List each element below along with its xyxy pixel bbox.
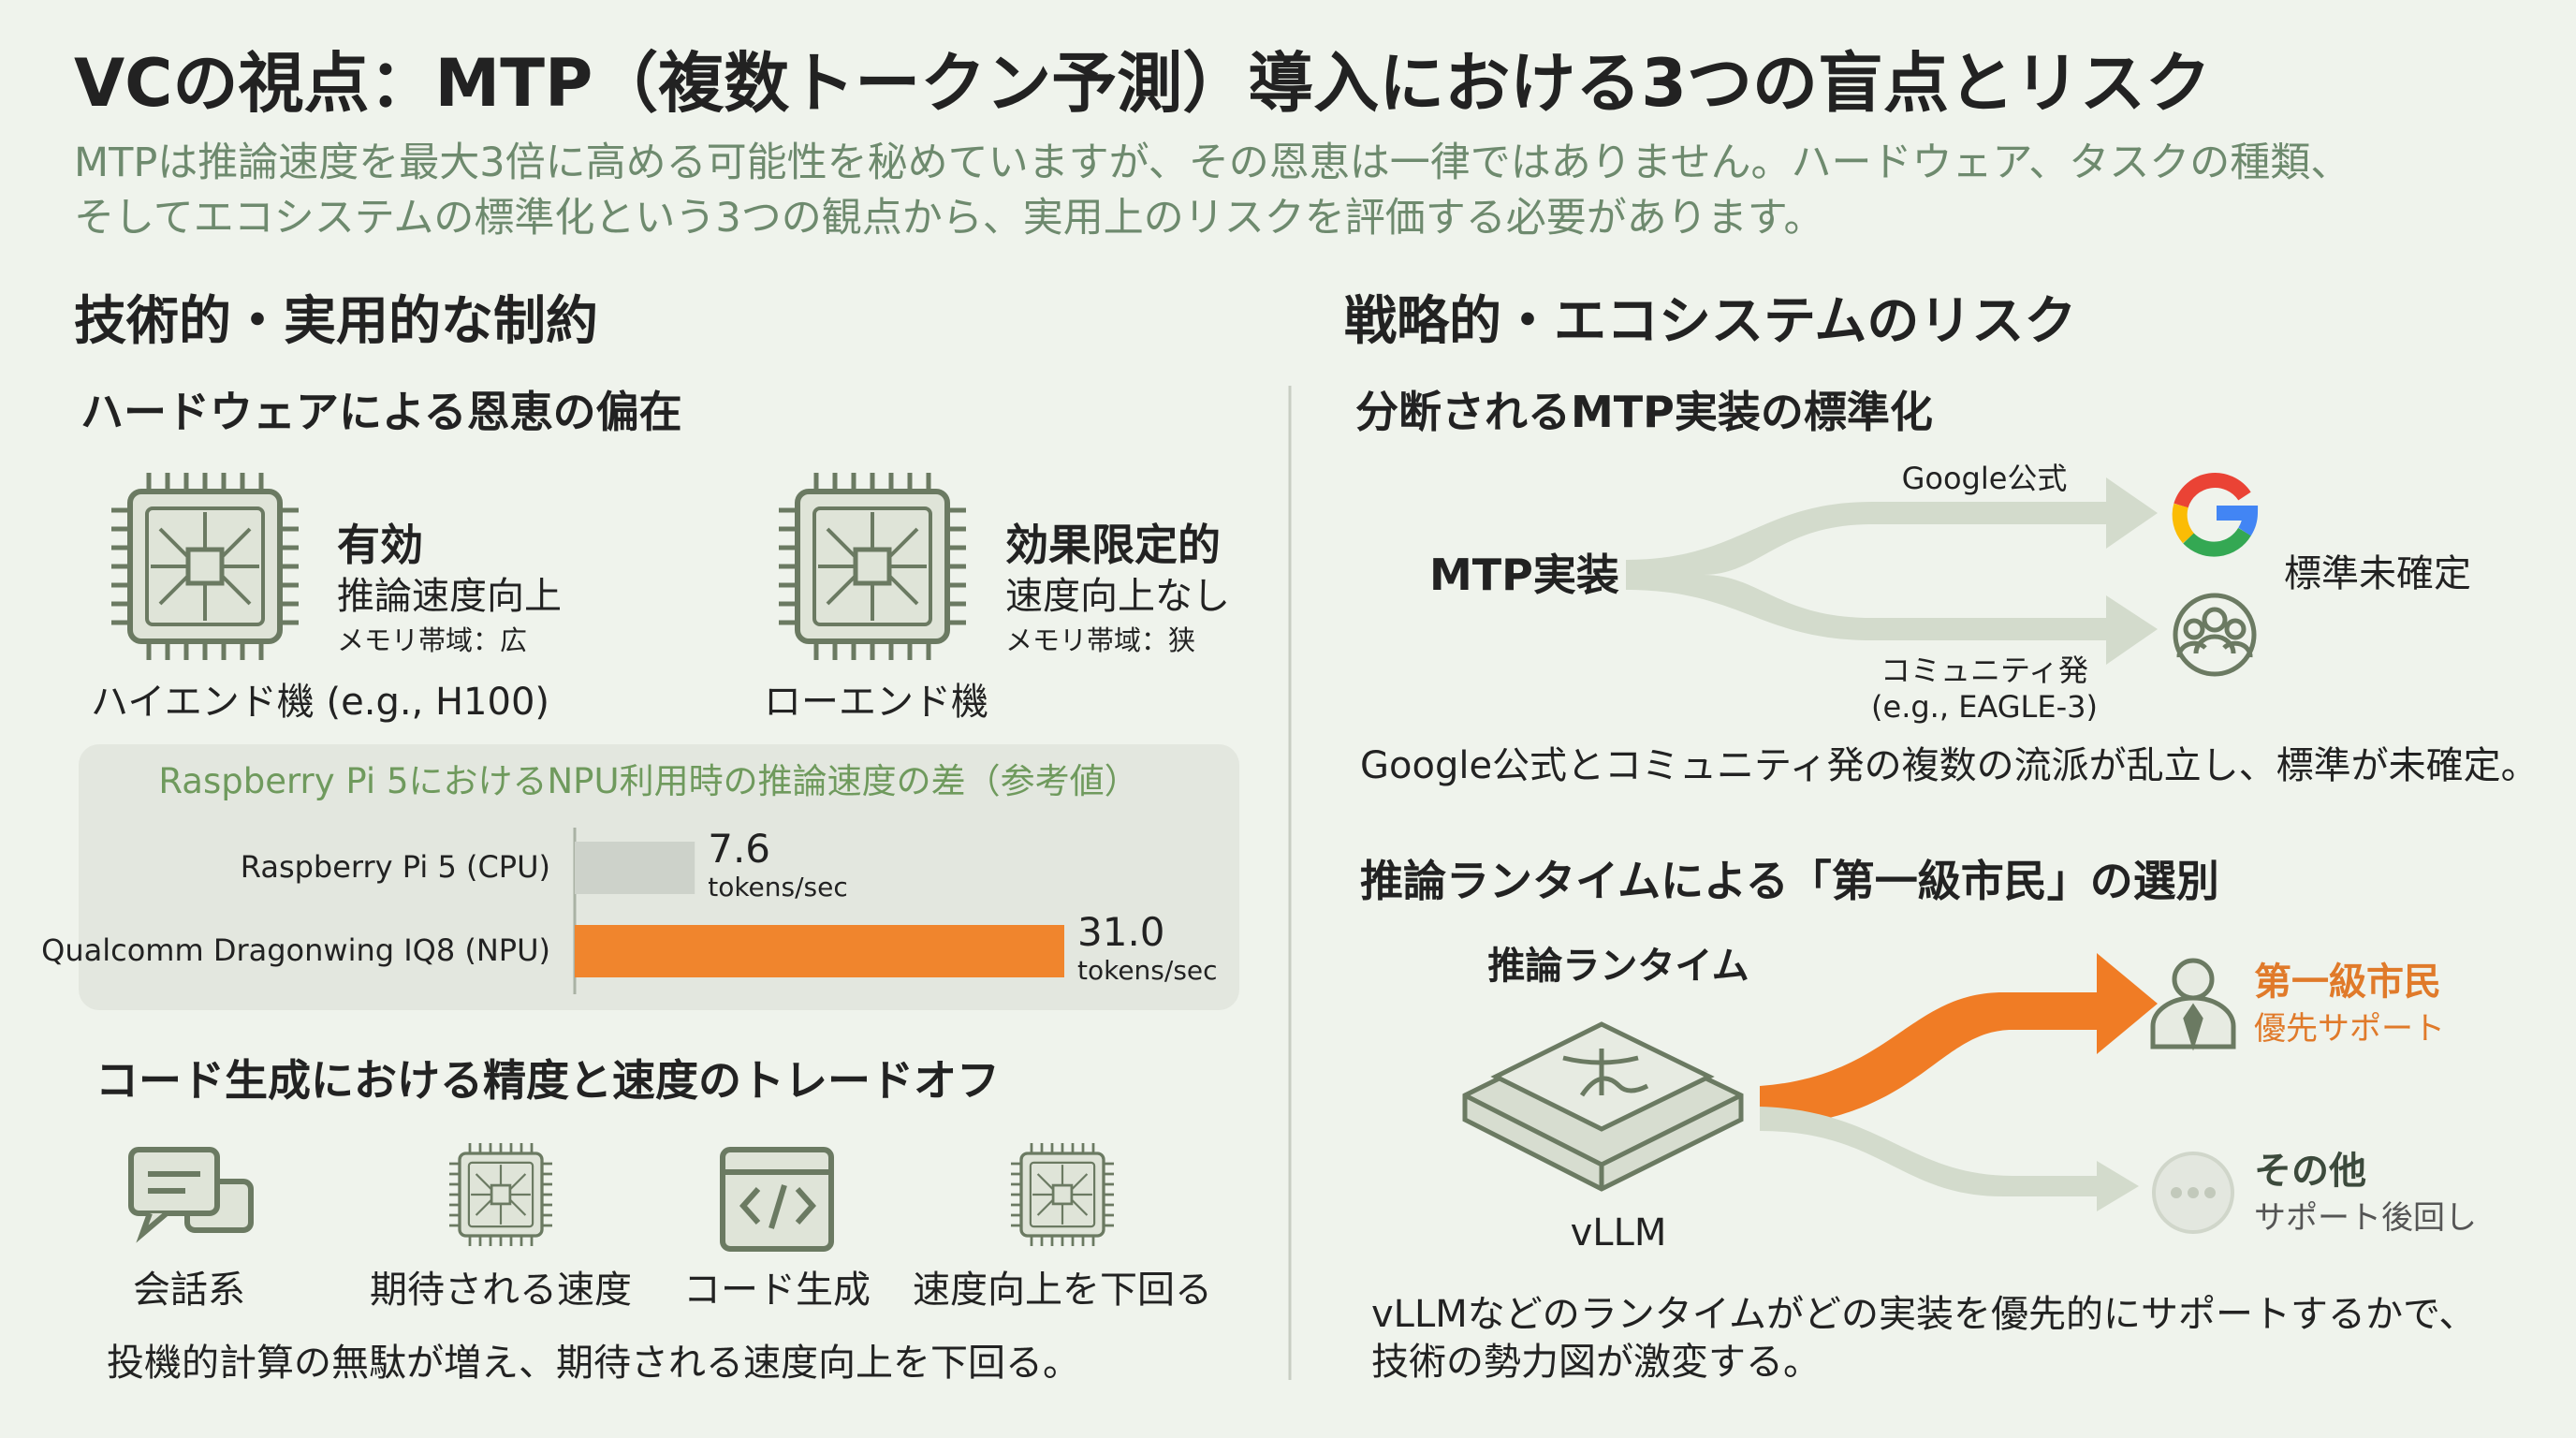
unit-label: tokens/sec bbox=[708, 872, 848, 902]
step-label: 会話系 bbox=[133, 1269, 245, 1312]
runtime-name: vLLM bbox=[1571, 1211, 1667, 1255]
caption: Google公式とコミュニティ発の複数の流派が乱立し、標準が未確定。 bbox=[1360, 744, 2539, 787]
step-label: 速度向上を下回る bbox=[913, 1269, 1212, 1312]
status: 有効 bbox=[337, 520, 423, 570]
label: ハイエンド機 (e.g., H100) bbox=[91, 681, 549, 724]
detail: メモリ帯域：広 bbox=[337, 624, 527, 656]
detail: メモリ帯域：狭 bbox=[1005, 624, 1195, 656]
tier-sub: サポート後回し bbox=[2254, 1199, 2477, 1237]
chip-icon bbox=[779, 473, 966, 660]
label: ローエンド機 bbox=[764, 681, 988, 724]
status: 効果限定的 bbox=[1005, 520, 1221, 570]
chat-icon bbox=[128, 1147, 254, 1243]
chip-icon bbox=[447, 1141, 554, 1248]
chip-icon bbox=[111, 473, 299, 660]
detail: 推論速度向上 bbox=[337, 575, 562, 618]
subtitle: そしてエコシステムの標準化という3つの観点から、実用上のリスクを評価する必要があ… bbox=[74, 195, 1823, 242]
branch-label: (e.g., EAGLE-3) bbox=[1871, 689, 2098, 725]
value-label: 31.0 bbox=[1077, 909, 1165, 955]
other-icon bbox=[2152, 1152, 2234, 1234]
orange-arrow bbox=[1760, 953, 2158, 1127]
google-icon bbox=[2172, 473, 2259, 557]
chart-title: Raspberry Pi 5におけるNPU利用時の推論速度の差（参考値） bbox=[158, 761, 1138, 801]
section-heading: 戦略的・エコシステムのリスク bbox=[1344, 291, 2076, 352]
runtime-icon bbox=[1462, 1021, 1744, 1192]
section-heading: 技術的・実用的な制約 bbox=[74, 291, 598, 352]
subheading: 推論ランタイムによる「第一級市民」の選別 bbox=[1360, 856, 2219, 906]
subheading: コード生成における精度と速度のトレードオフ bbox=[95, 1055, 1000, 1106]
caption: 投機的計算の無駄が増え、期待される速度向上を下回る。 bbox=[107, 1342, 1080, 1385]
detail: 速度向上なし bbox=[1005, 575, 1230, 618]
gray-arrow bbox=[1760, 1107, 2139, 1211]
unit-label: tokens/sec bbox=[1077, 955, 1218, 986]
bar-label: Raspberry Pi 5 (CPU) bbox=[241, 849, 550, 885]
tier-title: その他 bbox=[2254, 1150, 2366, 1193]
caption: 技術の勢力図が激変する。 bbox=[1371, 1341, 1821, 1384]
bar bbox=[575, 842, 695, 894]
branch-label: コミュニティ発 bbox=[1881, 653, 2088, 688]
title: VCの視点：MTP（複数トークン予測）導入における3つの盲点とリスク bbox=[74, 45, 2211, 122]
subtitle: MTPは推論速度を最大3倍に高める可能性を秘めていますが、その恩恵は一律ではあり… bbox=[74, 139, 2350, 186]
bar-label: Qualcomm Dragonwing IQ8 (NPU) bbox=[41, 932, 550, 968]
tier-title: 第一級市民 bbox=[2254, 961, 2441, 1004]
caption: vLLMなどのランタイムがどの実装を優先的にサポートするかで、 bbox=[1371, 1293, 2476, 1336]
people-icon bbox=[2173, 593, 2257, 677]
bar bbox=[575, 925, 1064, 977]
branch-label: Google公式 bbox=[1902, 461, 2068, 496]
subheading: ハードウェアによる恩恵の偏在 bbox=[80, 387, 682, 437]
status: 標準未確定 bbox=[2284, 552, 2471, 595]
person-icon bbox=[2150, 958, 2236, 1051]
step-label: 期待される速度 bbox=[370, 1269, 632, 1312]
chip-icon bbox=[1009, 1141, 1116, 1248]
bars: Raspberry Pi 5 (CPU) 7.6tokens/secQualcom… bbox=[41, 826, 1217, 986]
source-label: MTP実装 bbox=[1429, 550, 1619, 600]
subheading: 分断されるMTP実装の標準化 bbox=[1355, 387, 1933, 437]
split-arrow bbox=[1626, 477, 2158, 665]
tier-sub: 優先サポート bbox=[2254, 1010, 2445, 1048]
step-label: コード生成 bbox=[683, 1269, 871, 1312]
runtime-label: 推論ランタイム bbox=[1487, 945, 1749, 988]
code-icon bbox=[720, 1147, 834, 1252]
value-label: 7.6 bbox=[708, 826, 770, 872]
